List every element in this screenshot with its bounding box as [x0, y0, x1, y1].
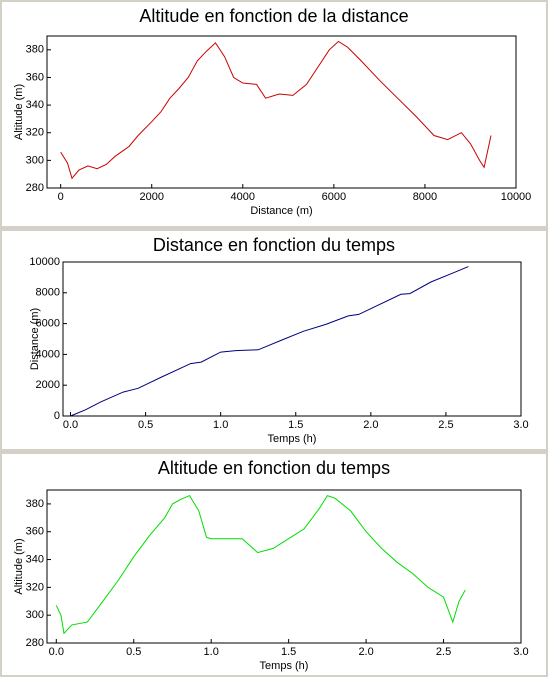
y-tick-label: 4000: [36, 348, 60, 360]
x-tick-label: 2.0: [363, 419, 378, 431]
chart-title: Altitude en fonction du temps: [158, 458, 390, 478]
y-axis-label: Altitude (m): [13, 538, 25, 594]
x-tick-label: 3.0: [513, 419, 528, 431]
x-tick-label: 10000: [501, 191, 532, 203]
y-tick-label: 280: [26, 182, 44, 194]
y-tick-label: 320: [26, 581, 44, 593]
x-tick-label: 1.5: [281, 646, 296, 658]
y-tick-label: 300: [26, 154, 44, 166]
y-tick-label: 10000: [29, 256, 60, 268]
data-line: [70, 266, 469, 417]
x-tick-label: 0.0: [63, 419, 78, 431]
data-line: [55, 494, 466, 635]
x-tick-label: 2000: [139, 191, 163, 203]
y-tick-label: 320: [26, 127, 44, 139]
y-axis-label: Distance (m): [29, 308, 41, 370]
x-axis-label: Temps (h): [268, 433, 317, 445]
x-tick-label: 2.0: [358, 646, 373, 658]
x-tick-label: 1.0: [204, 646, 219, 658]
x-axis-label: Temps (h): [260, 660, 309, 672]
x-tick-label: 3.0: [513, 646, 528, 658]
chart-title: Distance en fonction du temps: [153, 235, 395, 255]
y-tick-label: 6000: [36, 318, 60, 330]
y-tick-label: 380: [26, 44, 44, 56]
y-tick-label: 340: [26, 553, 44, 565]
y-tick-label: 360: [26, 71, 44, 83]
x-tick-label: 0.5: [138, 419, 153, 431]
x-tick-label: 8000: [413, 191, 437, 203]
x-tick-label: 0.5: [126, 646, 141, 658]
x-tick-label: 4000: [231, 191, 255, 203]
y-tick-label: 340: [26, 99, 44, 111]
x-tick-label: 6000: [322, 191, 346, 203]
x-tick-label: 0.0: [49, 646, 64, 658]
plot-area: [46, 35, 517, 189]
data-line: [60, 40, 492, 180]
chart-title: Altitude en fonction de la distance: [139, 6, 408, 26]
plot-area: [46, 489, 522, 644]
y-axis-label: Altitude (m): [13, 84, 25, 140]
x-tick-label: 2.5: [438, 419, 453, 431]
x-axis-label: Distance (m): [250, 205, 312, 217]
x-tick-label: 1.0: [213, 419, 228, 431]
y-tick-label: 0: [54, 410, 60, 422]
x-tick-label: 2.5: [436, 646, 451, 658]
y-tick-label: 380: [26, 498, 44, 510]
y-tick-label: 300: [26, 609, 44, 621]
y-tick-label: 2000: [36, 379, 60, 391]
y-tick-label: 360: [26, 526, 44, 538]
plot-area: [62, 261, 522, 417]
x-tick-label: 0: [58, 191, 64, 203]
x-tick-label: 1.5: [288, 419, 303, 431]
y-tick-label: 8000: [36, 287, 60, 299]
y-tick-label: 280: [26, 637, 44, 649]
